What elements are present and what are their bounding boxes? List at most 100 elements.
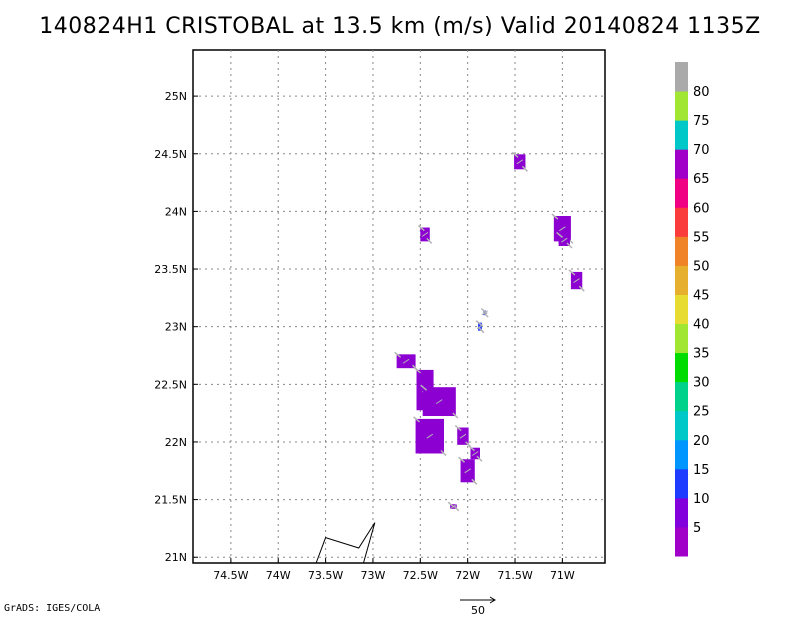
- colorbar-label: 15: [693, 463, 710, 478]
- wind-vector: [452, 412, 459, 419]
- wind-vector: [480, 307, 488, 315]
- colorbar-label: 45: [693, 288, 710, 303]
- wind-vector: [394, 351, 402, 358]
- colorbar-label: 35: [693, 347, 710, 362]
- latitude-axis: 21N 21.5N 22N 22.5N 23N 23.5N 24N 24.5N 25N: [154, 90, 198, 564]
- tick-label-lon: 74W: [266, 569, 291, 582]
- tick-label-lon: 73W: [361, 569, 386, 582]
- tick-label-lon: 74.5W: [213, 569, 248, 582]
- wind-vector: [511, 151, 519, 158]
- wind-vector: [440, 449, 447, 457]
- wind-vector: [516, 159, 524, 165]
- colorbar-label: 20: [693, 434, 710, 449]
- colorbar-label: 70: [693, 143, 710, 158]
- colorbar: 5 10 15 20 25 30 35 40 45 50 55 60 65 70 75 80: [675, 62, 710, 557]
- vector-key-label: 50: [471, 604, 485, 617]
- tick-label-lon: 72W: [455, 569, 480, 582]
- tick-label-lon: 72.5W: [403, 569, 438, 582]
- wind-vector: [454, 424, 462, 432]
- colorbar-label: 50: [693, 259, 710, 274]
- colorbar-segment: [675, 207, 688, 237]
- colorbar-segment: [675, 468, 688, 499]
- colorbar-segment: [675, 236, 688, 266]
- wind-vector: [471, 478, 478, 485]
- tick-label-lon: 71W: [550, 569, 575, 582]
- wind-vector: [414, 367, 422, 374]
- wind-vector: [521, 165, 528, 172]
- colorbar-segment: [675, 120, 688, 150]
- grads-credit: GrADS: IGES/COLA: [4, 603, 101, 614]
- colorbar-segment: [675, 62, 688, 92]
- wind-vector: [573, 278, 580, 283]
- colorbar-segment: [675, 381, 688, 412]
- colorbar-segment: [675, 439, 688, 470]
- wind-field: [394, 151, 585, 512]
- colorbar-label: 5: [693, 521, 701, 536]
- wind-vector: [453, 505, 460, 512]
- wind-vector: [551, 213, 559, 220]
- colorbar-label: 65: [693, 172, 710, 187]
- coastline: [315, 522, 376, 564]
- colorbar-label: 80: [693, 85, 710, 100]
- wind-vector: [475, 320, 483, 327]
- map-title: 140824H1 CRISTOBAL at 13.5 km (m/s) Vali…: [39, 14, 761, 39]
- wind-vector: [420, 384, 428, 391]
- longitude-axis: 74.5W 74W 73.5W 73W 72.5W 72W 71.5W 71W: [213, 558, 575, 582]
- wind-vector: [481, 310, 488, 316]
- wind-vector: [421, 232, 429, 237]
- wind-vector: [417, 224, 425, 232]
- colorbar-segment: [675, 323, 688, 354]
- wind-vector: [458, 456, 466, 463]
- tick-label-lat: 25N: [165, 90, 187, 103]
- colorbar-segment: [675, 91, 688, 121]
- wind-vector: [413, 416, 421, 423]
- vector-key-arrowhead: [489, 596, 496, 604]
- wind-vector: [459, 433, 467, 439]
- tick-label-lon: 73.5W: [308, 569, 343, 582]
- tick-label-lat: 24N: [165, 205, 187, 218]
- colorbar-segment: [675, 178, 688, 208]
- colorbar-label: 25: [693, 405, 710, 420]
- wind-vector: [402, 358, 410, 364]
- coastline-segment: [315, 522, 376, 564]
- colorbar-label: 10: [693, 492, 710, 507]
- tick-label-lat: 23N: [165, 321, 187, 334]
- tick-label-lon: 71.5W: [497, 569, 532, 582]
- tick-label-lat: 23.5N: [154, 263, 187, 276]
- wind-vector: [476, 324, 484, 330]
- map-frame: [192, 49, 606, 564]
- tick-label-lat: 22N: [165, 436, 187, 449]
- colorbar-label: 75: [693, 114, 710, 129]
- wind-vector: [559, 226, 566, 232]
- graticule: [193, 50, 605, 563]
- wind-vector: [578, 285, 585, 292]
- tick-label-lat: 21N: [165, 551, 187, 564]
- tick-label-lat: 21.5N: [154, 494, 187, 507]
- wind-vector: [471, 451, 479, 456]
- colorbar-label: 60: [693, 201, 710, 216]
- wind-vector: [450, 504, 457, 509]
- wind-vector: [568, 269, 576, 276]
- colorbar-label: 30: [693, 376, 710, 391]
- colorbar-segment: [675, 294, 688, 325]
- tick-label-lat: 22.5N: [154, 378, 187, 391]
- wind-vector: [476, 455, 483, 462]
- colorbar-label: 40: [693, 318, 710, 333]
- wind-vector: [566, 242, 573, 249]
- wind-vector: [435, 399, 443, 405]
- vector-key: 50: [460, 596, 496, 617]
- colorbar-segment: [675, 149, 688, 179]
- wind-vector: [468, 445, 475, 452]
- colorbar-segment: [675, 526, 688, 557]
- wind-vector: [560, 237, 568, 243]
- colorbar-segment: [675, 265, 688, 295]
- wind-vector: [426, 433, 434, 439]
- wind-vector: [556, 231, 564, 239]
- wind-vector: [464, 468, 471, 474]
- colorbar-label: 55: [693, 230, 710, 245]
- colorbar-segment: [675, 497, 688, 528]
- tick-label-lat: 24.5N: [154, 148, 187, 161]
- wind-vector: [426, 237, 433, 244]
- wind-vector: [478, 327, 485, 334]
